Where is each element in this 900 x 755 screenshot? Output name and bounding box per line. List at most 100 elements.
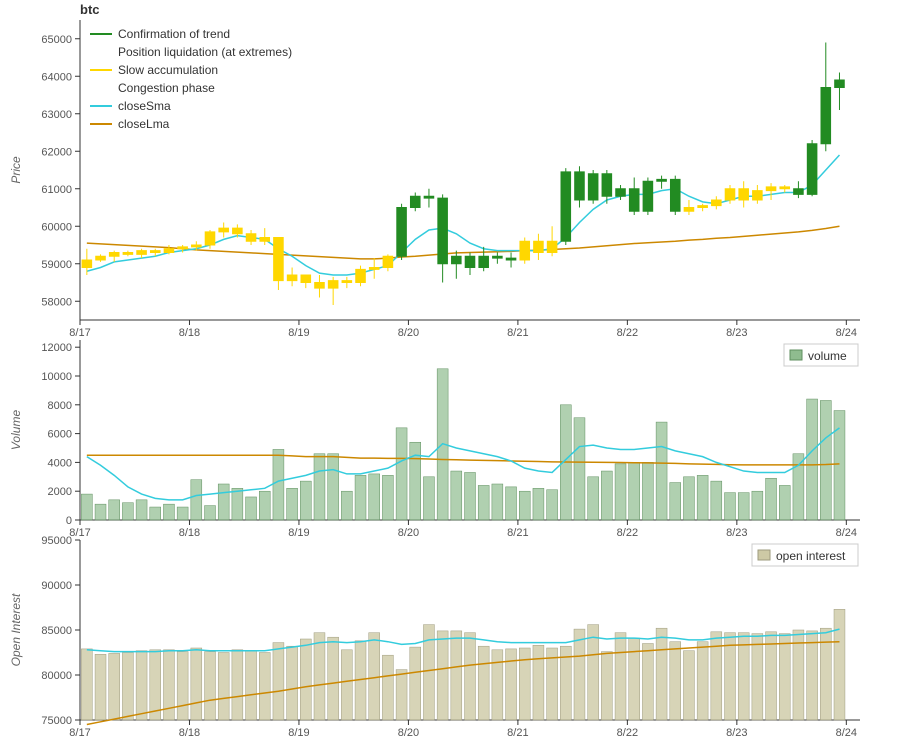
x-tick-label: 8/19 [288, 727, 309, 739]
oi-bar [807, 631, 818, 720]
candle-body [328, 281, 338, 289]
legend-swatch [758, 550, 770, 560]
candle-body [397, 208, 407, 257]
legend-swatch [790, 350, 802, 360]
y-tick-label: 63000 [41, 109, 72, 121]
candle-body [109, 253, 119, 257]
volume-bar [451, 471, 462, 520]
candle-body [356, 269, 366, 282]
candle-body [739, 189, 749, 200]
volume-bar [382, 475, 393, 520]
candle-body [588, 174, 598, 200]
candle-body [602, 174, 612, 197]
legend-label: Congestion phase [118, 81, 215, 95]
candle-body [301, 275, 311, 283]
oi-bar [218, 653, 229, 721]
volume-bar [232, 488, 243, 520]
oi-bar [533, 645, 544, 720]
oi-bar [601, 652, 612, 720]
oi-bar [300, 639, 311, 720]
volume-bar [95, 504, 106, 520]
volume-bar [533, 488, 544, 520]
x-tick-label: 8/17 [69, 527, 90, 539]
candle-body [315, 283, 325, 289]
y-tick-label: 75000 [41, 715, 72, 727]
volume-bar [122, 503, 133, 520]
x-tick-label: 8/24 [836, 527, 857, 539]
y-tick-label: 85000 [41, 625, 72, 637]
oi-bar [615, 633, 626, 720]
oi-bar [191, 648, 202, 720]
x-tick-label: 8/17 [69, 327, 90, 339]
legend-label: closeSma [118, 99, 171, 113]
volume-bar [287, 488, 298, 520]
candle-body [698, 206, 708, 208]
candle-body [150, 251, 160, 253]
y-tick-label: 4000 [48, 457, 72, 469]
x-tick-label: 8/20 [398, 727, 419, 739]
candle-body [260, 238, 270, 242]
volume-bar [519, 491, 530, 520]
candle-body [807, 144, 817, 195]
legend-label: closeLma [118, 117, 170, 131]
x-tick-label: 8/20 [398, 327, 419, 339]
panel: 5800059000600006100062000630006400065000… [9, 20, 860, 339]
volume-bar [547, 490, 558, 520]
volume-bar [807, 399, 818, 520]
oi-bar [492, 650, 503, 720]
y-axis-label: Price [9, 156, 23, 184]
oi-bar [506, 649, 517, 720]
volume-bar [725, 493, 736, 520]
oi-bar [656, 628, 667, 720]
oi-bar [109, 653, 120, 720]
candle-body [670, 179, 680, 211]
volume-bar [478, 485, 489, 520]
oi-bar [697, 642, 708, 720]
volume-bar [150, 507, 161, 520]
x-tick-label: 8/18 [179, 327, 200, 339]
oi-bar [588, 625, 599, 720]
candle-body [274, 238, 284, 281]
volume-bar [396, 428, 407, 520]
oi-bar [328, 637, 339, 720]
oi-bar [81, 649, 92, 720]
y-tick-label: 58000 [41, 296, 72, 308]
candle-body [780, 187, 790, 189]
volume-bar [177, 507, 188, 520]
oi-bar [779, 634, 790, 720]
volume-bar [711, 481, 722, 520]
volume-bar [109, 500, 120, 520]
y-tick-label: 12000 [41, 342, 72, 354]
candle-body [233, 228, 243, 234]
volume-bar [423, 477, 434, 520]
candle-body [629, 189, 639, 212]
oi-bar [834, 609, 845, 720]
oi-bar [314, 633, 325, 720]
x-tick-label: 8/17 [69, 727, 90, 739]
candle-body [725, 189, 735, 200]
y-tick-label: 10000 [41, 371, 72, 383]
x-tick-label: 8/23 [726, 527, 747, 539]
candle-body [424, 196, 434, 198]
panel: 0200040006000800010000120008/178/188/198… [9, 340, 860, 539]
y-tick-label: 59000 [41, 259, 72, 271]
volume-bar [588, 477, 599, 520]
candle-body [616, 189, 626, 197]
price-sma-line [87, 155, 840, 275]
volume-bar [205, 506, 216, 520]
x-tick-label: 8/22 [617, 727, 638, 739]
oi-bar [752, 634, 763, 720]
candle-body [137, 251, 147, 255]
y-tick-label: 0 [66, 515, 72, 527]
x-tick-label: 8/18 [179, 527, 200, 539]
volume-bar [492, 484, 503, 520]
candle-body [684, 208, 694, 212]
volume-bar [670, 483, 681, 520]
volume-bar [752, 491, 763, 520]
y-tick-label: 90000 [41, 580, 72, 592]
candle-body [479, 256, 489, 267]
volume-bar [341, 491, 352, 520]
candle-body [575, 172, 585, 200]
candle-body [835, 80, 845, 88]
candle-body [465, 256, 475, 267]
